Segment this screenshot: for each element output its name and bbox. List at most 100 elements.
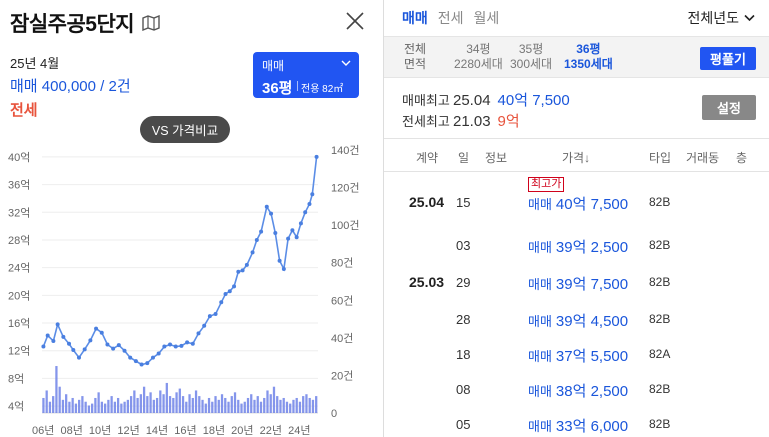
- volume-bar: [139, 394, 142, 413]
- year-select[interactable]: 전체년도: [687, 8, 755, 28]
- volume-bar: [305, 394, 308, 413]
- table-row[interactable]: 03 매매 39억 2,500 82B: [384, 225, 769, 261]
- volume-bar: [165, 382, 168, 413]
- row-price-value: 38억 2,500: [555, 383, 629, 400]
- selected-date: 25년 4월: [10, 56, 60, 71]
- row-day: 05: [456, 417, 471, 432]
- price-point: [190, 341, 195, 346]
- volume-bar: [155, 397, 159, 413]
- volume-bar: [269, 394, 272, 413]
- y-left-tick-label: 40억: [8, 151, 30, 164]
- price-point: [232, 284, 237, 289]
- max-jeonse-label: 전세최고: [402, 114, 450, 129]
- price-point: [307, 201, 312, 206]
- close-icon[interactable]: [344, 10, 366, 32]
- volume-bar: [133, 390, 136, 413]
- row-price-value: 40억 7,500: [555, 196, 629, 213]
- volume-bar: [289, 403, 292, 413]
- map-icon[interactable]: [142, 15, 160, 31]
- price-point: [250, 250, 255, 255]
- volume-bar: [74, 403, 78, 413]
- settings-button[interactable]: 설정: [702, 95, 756, 120]
- volume-bar: [45, 390, 48, 413]
- volume-bar: [256, 396, 259, 413]
- table-row[interactable]: 28 매매 39억 4,500 82B: [384, 299, 769, 335]
- jeonse-label: 전세: [10, 102, 38, 119]
- max-jeonse-row: 전세최고 21.03 9억: [402, 110, 520, 131]
- area-type-selector[interactable]: 매매 36평 전용 82㎡: [253, 52, 359, 98]
- table-row[interactable]: 25.04 15 최고가 매매 40억 7,500 82B: [384, 177, 769, 218]
- volume-bar: [194, 390, 198, 413]
- table-row[interactable]: 18 매매 37억 5,500 82A: [384, 334, 769, 370]
- price-point: [196, 331, 201, 336]
- max-sale-label: 매매최고: [402, 93, 450, 108]
- volume-bar: [207, 397, 211, 413]
- volume-bar: [120, 403, 123, 413]
- volume-bar: [266, 390, 269, 413]
- volume-bar: [191, 397, 194, 413]
- tab-jeonse[interactable]: 전세: [437, 10, 464, 26]
- table-row[interactable]: 05 매매 33억 6,000 82B: [384, 404, 769, 437]
- table-row[interactable]: 25.03 29 매매 39억 7,500 82B: [384, 262, 769, 298]
- price-point: [71, 348, 76, 353]
- tab-monthly[interactable]: 월세: [473, 10, 500, 26]
- volume-bar: [220, 394, 224, 413]
- price-point: [227, 289, 232, 294]
- row-price-value: 39억 7,500: [555, 276, 629, 293]
- volume-bar: [263, 397, 266, 413]
- area-option-35[interactable]: 35평 300세대: [510, 42, 552, 72]
- row-day: 29: [456, 275, 471, 290]
- price-point: [277, 258, 282, 263]
- price-point: [105, 342, 110, 347]
- row-deal-kind: 매매: [528, 240, 552, 255]
- volume-bar: [298, 401, 302, 413]
- tab-sale[interactable]: 매매: [402, 10, 428, 26]
- volume-bar: [168, 396, 172, 413]
- volume-bar: [172, 397, 175, 413]
- transactions-panel: 매매 전세 월세 전체년도 전체 면적 34평 2280세대 35평 300세대…: [384, 0, 769, 437]
- area-pyeong: 36평: [576, 42, 601, 56]
- y-right-tick-label: 0: [331, 408, 337, 420]
- x-tick-label: 20년: [231, 424, 253, 437]
- volume-bar: [285, 401, 289, 413]
- y-left-tick-label: 12억: [8, 345, 30, 358]
- area-option-34[interactable]: 34평 2280세대: [454, 42, 503, 72]
- max-jeonse-date: 21.03: [453, 113, 491, 130]
- type-kind: 매매: [262, 59, 285, 73]
- chart-panel: 잠실주공5단지 25년 4월 매매 400,000 / 2건 전세 매매 36평…: [0, 0, 383, 437]
- volume-bar: [65, 394, 68, 413]
- volume-bar: [55, 366, 58, 413]
- max-sale-value: 40억 7,500: [497, 92, 570, 109]
- volume-bar: [142, 386, 146, 413]
- price-point: [254, 237, 259, 242]
- y-right-tick-label: 80건: [331, 257, 353, 270]
- volume-bar: [311, 399, 315, 413]
- row-day: 18: [456, 347, 471, 362]
- price-point: [290, 228, 295, 233]
- volume-bar: [110, 396, 113, 413]
- volume-bar: [91, 403, 94, 413]
- compare-button[interactable]: VS 가격비교: [140, 116, 230, 143]
- volume-bar: [68, 401, 71, 413]
- price-line: [42, 156, 318, 366]
- price-point: [173, 344, 178, 349]
- area-pyeong: 34평: [466, 42, 491, 56]
- header-price[interactable]: 가격↓: [562, 151, 591, 165]
- volume-bar: [230, 396, 233, 413]
- volume-bar: [185, 401, 188, 413]
- volume-bar: [282, 397, 285, 413]
- volume-bar: [211, 401, 214, 413]
- volume-bar: [272, 386, 276, 413]
- price-point: [207, 314, 212, 319]
- area-option-36[interactable]: 36평 1350세대: [564, 42, 613, 72]
- x-tick-label: 22년: [260, 424, 282, 437]
- price-point: [45, 333, 50, 338]
- type-separator: [297, 81, 298, 91]
- y-left-tick-label: 24억: [8, 262, 30, 275]
- price-point: [202, 323, 207, 328]
- volume-bar: [48, 401, 52, 413]
- table-row[interactable]: 08 매매 38억 2,500 82B: [384, 369, 769, 405]
- pyeong-toggle-button[interactable]: 평풀기: [700, 47, 756, 70]
- price-chart[interactable]: 4억 8억 12억 16억 20억 24억 28억 32억 36억 40억 0 20건 40건 60건 80…: [0, 130, 383, 437]
- area-filter-bar: 전체 면적 34평 2280세대 35평 300세대 36평 1350세대 평풀…: [384, 36, 769, 78]
